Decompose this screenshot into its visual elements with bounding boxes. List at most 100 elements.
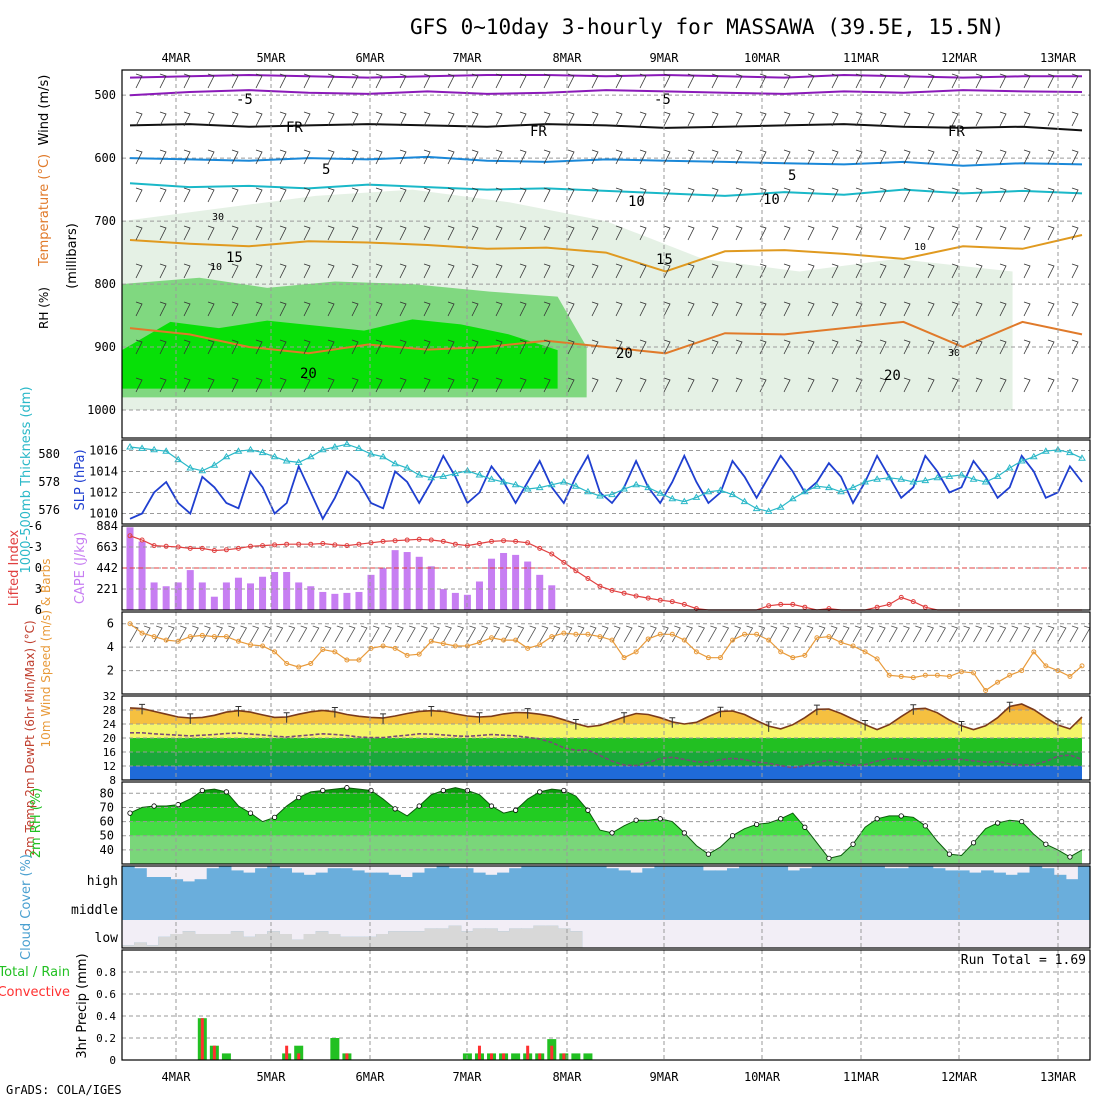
wind-barb (999, 377, 1007, 393)
contour-label: 5 (788, 168, 796, 184)
temp-line (129, 703, 1083, 731)
wind-barb (495, 149, 503, 165)
wind-barb (303, 377, 311, 393)
wind-barb (471, 149, 479, 165)
wind10m-barb (671, 625, 681, 643)
wind-barb (735, 111, 743, 127)
cloud-high-bar (823, 866, 837, 888)
wind-barb (447, 73, 455, 89)
wind-barb (471, 301, 479, 317)
wind10m-point (537, 642, 543, 648)
wind10m-point (1007, 672, 1013, 678)
wind-barb (183, 73, 191, 89)
cloud-low-fill (448, 925, 462, 948)
wind10m-point (874, 656, 880, 662)
precip-convective-bar (297, 1053, 301, 1060)
precip-convective-bar (200, 1018, 204, 1060)
wind-barb (1047, 73, 1055, 89)
thickness-point (1005, 464, 1014, 471)
cloud-high-bar (1065, 879, 1079, 888)
cloud-middle-bar (497, 888, 510, 920)
contour-label: 10 (628, 194, 645, 210)
wind-barb (567, 111, 575, 127)
minmax-bar (765, 721, 772, 732)
minmax-bar (283, 712, 290, 723)
wind-barb (855, 377, 863, 393)
cloud-middle-bar (315, 888, 329, 920)
wind10m-barb (683, 625, 693, 643)
wind10m-point (1067, 673, 1073, 679)
wind-barb (303, 111, 311, 127)
cloud-high-bar (848, 866, 861, 888)
temp2m-label: 2m Temp 2m DewPt (6hr Min/Max) (°C) (23, 620, 37, 855)
wind-barb (1071, 187, 1079, 203)
precip-convective-bar (477, 1045, 481, 1060)
cloud-middle-bar (872, 888, 885, 920)
wind-barb (591, 339, 599, 355)
wind10m-point (585, 631, 591, 637)
wind-barb (207, 111, 215, 127)
rh2m-point (151, 803, 157, 809)
wind-barb (687, 377, 695, 393)
cloud-high-bar (460, 868, 474, 888)
wind10m-point (272, 649, 278, 655)
wind10m-point (609, 637, 615, 643)
wind10m-point (308, 661, 314, 667)
wind10m-barb (201, 625, 211, 643)
wind-barb (1023, 263, 1031, 279)
lifted-index-point (332, 542, 338, 548)
wind-barb (591, 111, 599, 127)
top-date-label: 4MAR (162, 51, 192, 65)
bottom-date-label: 4MAR (162, 1070, 192, 1084)
lifted-index-point (525, 540, 531, 546)
precip-convective-label: Convective (0, 985, 70, 1000)
lifted-index-point (187, 545, 193, 551)
thickness-point (174, 455, 183, 463)
wind-barb (255, 187, 263, 203)
cloud-middle-bar (678, 888, 692, 920)
thickness-point (644, 483, 653, 491)
wind-barb (159, 225, 167, 241)
wind10m-point (368, 645, 374, 651)
rh2m-point (657, 816, 663, 822)
wind-barb (999, 149, 1007, 165)
wind-barb (399, 263, 407, 279)
cape-bar (451, 592, 459, 610)
thickness-point (511, 480, 520, 488)
slp-line (129, 453, 1083, 521)
cloud-high-bar (678, 866, 692, 888)
cloud-low-fill (497, 931, 510, 948)
cloud-middle-bar (1005, 888, 1018, 920)
wind10m-point (332, 649, 338, 655)
precip-total-bar (221, 1053, 231, 1060)
wind10m-point (742, 631, 748, 637)
wind10m-barb (840, 625, 850, 643)
thickness-point (222, 452, 231, 460)
wind10m-barb (491, 625, 501, 643)
cape-bar (295, 582, 303, 610)
wind-barb (663, 301, 671, 317)
cloud-high-bar (981, 870, 994, 888)
wind-barb (135, 73, 143, 89)
lifted-index-point (585, 576, 591, 581)
thickness-point (897, 475, 906, 482)
precip-convective-bar (212, 1045, 216, 1060)
wind-barb (255, 111, 263, 127)
top-date-label: 11MAR (843, 51, 880, 65)
panel-frame (121, 69, 1091, 439)
precip-convective-bar (550, 1045, 554, 1060)
cloud-low-fill (509, 928, 522, 948)
rh2m-point (1067, 854, 1073, 860)
cloud-middle-bar (1077, 888, 1091, 920)
wind-barb (951, 111, 959, 127)
cloud-low-fill (303, 934, 317, 948)
wind-barb (711, 225, 719, 241)
cape-bar (536, 574, 544, 610)
lifted-index-point (609, 587, 615, 593)
top-date-label: 6MAR (356, 51, 386, 65)
wind-barb (279, 263, 287, 279)
wind-barb (375, 263, 383, 279)
wind10m-point (886, 672, 892, 678)
pressure-tick: 700 (94, 214, 116, 228)
wind-barb (783, 377, 791, 393)
